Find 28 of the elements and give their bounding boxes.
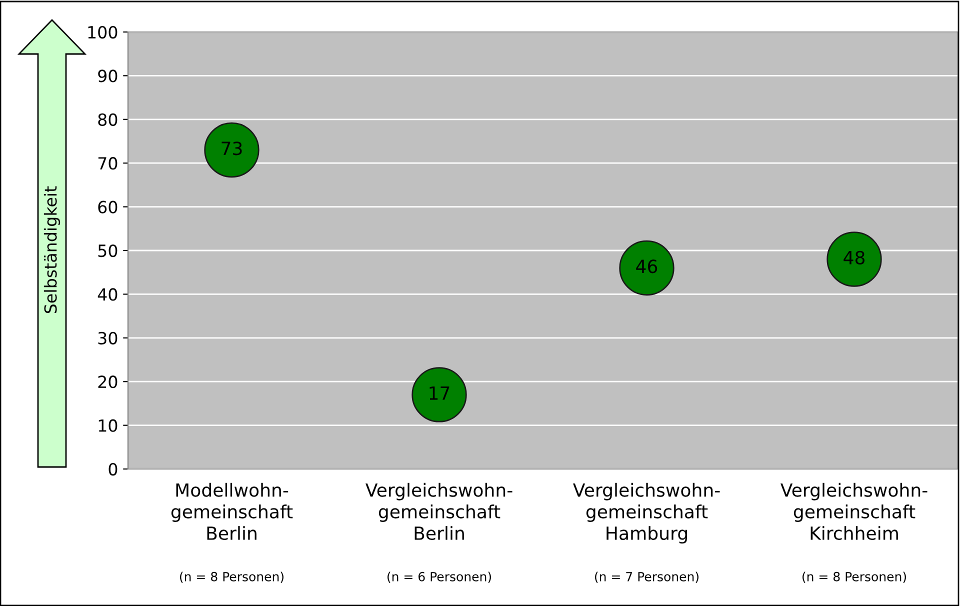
- y-tick-label: 70: [98, 157, 118, 170]
- y-tick-label: 90: [98, 70, 118, 82]
- y-tick-label: 0: [108, 462, 118, 476]
- y-tick-label: 50: [98, 244, 118, 258]
- y-tick-label: 80: [98, 113, 118, 126]
- data-label: 46: [636, 260, 658, 274]
- point: [826, 232, 882, 287]
- point: [204, 122, 260, 178]
- y-axis-title: Selbständigkeit: [44, 186, 60, 314]
- y-tick-label: 30: [98, 332, 118, 344]
- text: (n = 8 Personen): [180, 572, 284, 583]
- x-tick-label: Vergleichswohn- gemeinschaft Hamburg: [573, 482, 720, 544]
- y-tick-label: 60: [98, 200, 118, 214]
- x-tick-label: Vergleichswohn- gemeinschaft Kirchheim: [780, 482, 928, 540]
- data-label: 17: [430, 386, 450, 400]
- data-label: 73: [222, 142, 242, 156]
- y-tick-label: 100: [88, 26, 118, 39]
- point: [412, 367, 467, 422]
- y-tick-label: 40: [98, 288, 118, 301]
- x-tick-label: Modellwohn- gemeinschaft Berlin: [171, 482, 293, 540]
- text: (n = 6 Personen): [388, 572, 491, 583]
- point: [619, 240, 674, 296]
- y-tick-label: 10: [98, 419, 118, 432]
- data-label: 48: [844, 250, 864, 264]
- y-tick-label: 20: [98, 376, 118, 388]
- text: (n = 7 Personen): [595, 572, 698, 583]
- x-tick-label: Vergleichswohn- gemeinschaft Berlin: [366, 482, 512, 540]
- text: (n = 8 Personen): [802, 572, 906, 583]
